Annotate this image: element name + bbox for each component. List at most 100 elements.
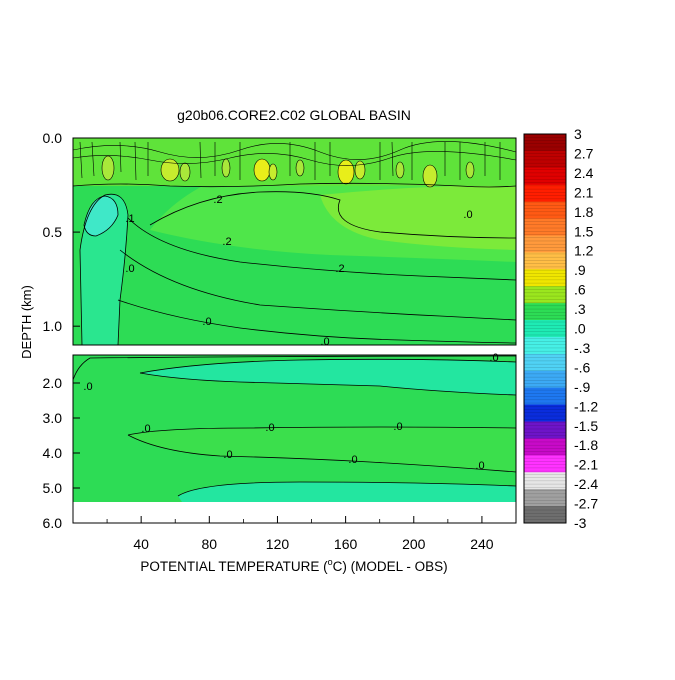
- colorbar-swatch: [524, 252, 566, 270]
- colorbar-label: .6: [574, 282, 586, 298]
- contour-label: .0: [223, 449, 232, 461]
- contour-label: .0: [202, 316, 211, 328]
- contour-label: .0: [125, 263, 134, 275]
- colorbar-swatch: [524, 421, 566, 439]
- contour-label: .0: [393, 421, 402, 433]
- contour-label: .1: [125, 213, 134, 225]
- colorbar-swatch: [524, 201, 566, 220]
- colorbar-label: 1.8: [574, 204, 594, 220]
- bottom-panel: [73, 355, 516, 523]
- colorbar-label: -.9: [574, 379, 591, 395]
- top-panel-frame: [72, 137, 517, 346]
- colorbar-label: -2.1: [574, 457, 598, 473]
- bottom-panel-frame: [72, 354, 517, 524]
- colorbar-label: -3: [574, 515, 587, 531]
- colorbar-label: -2.7: [574, 496, 598, 512]
- colorbar-label: 2.1: [574, 184, 594, 200]
- colorbar-label: -1.2: [574, 398, 598, 414]
- y-tick-label: 2.0: [43, 375, 63, 391]
- surface-noise-lines: [73, 141, 516, 181]
- x-tick-label: 160: [334, 536, 358, 552]
- y-tick-label: 0.0: [43, 130, 63, 146]
- colorbar-label: 2.4: [574, 165, 594, 181]
- y-axis-label: DEPTH (km): [19, 285, 34, 359]
- colorbar-label: -.3: [574, 340, 591, 356]
- surface-noise-ellipses: [101, 155, 475, 188]
- colorbar-swatch: [524, 269, 566, 287]
- colorbar-label: -.6: [574, 359, 591, 375]
- x-tick-label: 200: [402, 536, 426, 552]
- colorbar-label: 3: [574, 126, 582, 142]
- top-cold-core: [84, 196, 118, 236]
- top-contour-lines: [73, 182, 516, 345]
- colorbar-swatch: [524, 404, 566, 423]
- colorbar-swatch: [524, 353, 566, 372]
- colorbar-label: -2.4: [574, 476, 598, 492]
- colorbar-swatch: [524, 150, 566, 169]
- top-surface-layer: [73, 138, 516, 186]
- top-panel: [73, 138, 516, 345]
- contour-labels: .2 .2 .2 .0 .0 .1 .0 .0 .0 .0 .0 .0 .0 .0 .0 .0: [83, 194, 498, 472]
- y-tick-label: 0.5: [43, 224, 63, 240]
- y-tick-label: 6.0: [43, 515, 63, 531]
- colorbar: 3 2.7 2.4 2.1 1.8 1.5 1.2 .9 .6 .3 .0 -.3 -.6 -.9 -1.2…: [523, 126, 598, 531]
- y-tick-label: 3.0: [43, 410, 63, 426]
- colorbar-label: 2.7: [574, 145, 594, 161]
- colorbar-swatch: [524, 184, 566, 203]
- colorbar-swatch: [524, 438, 566, 456]
- contour-label: .0: [463, 209, 472, 221]
- y-axis: 0.0 0.5 1.0 2.0 3.0 4.0 5.0 6.0: [43, 130, 80, 531]
- y-tick-label: 4.0: [43, 445, 63, 461]
- x-axis-label-end: C) (MODEL - OBS): [333, 559, 448, 574]
- colorbar-swatch: [524, 218, 566, 236]
- bottom-panel-no-data: [73, 502, 516, 523]
- colorbar-swatch: [524, 387, 566, 406]
- contour-label: .0: [475, 460, 484, 472]
- colorbar-swatch: [524, 472, 566, 490]
- bottom-cold-deep: [178, 482, 516, 502]
- colorbar-swatch: [524, 320, 566, 338]
- contour-label: .0: [265, 422, 274, 434]
- y-tick-label: 5.0: [43, 480, 63, 496]
- contour-label: .2: [213, 194, 222, 206]
- colorbar-swatch: [524, 336, 566, 355]
- colorbar-frame: [523, 133, 567, 524]
- chart-title: g20b06.CORE2.C02 GLOBAL BASIN: [177, 107, 411, 123]
- bottom-cold-upper: [140, 359, 516, 395]
- x-axis: 40 80 120 160 200 240: [106, 516, 494, 552]
- colorbar-swatch: [524, 286, 566, 304]
- colorbar-label: 1.5: [574, 223, 594, 239]
- colorbar-swatch: [524, 167, 566, 186]
- x-axis-label: POTENTIAL TEMPERATURE (oC) (MODEL - OBS): [140, 557, 447, 574]
- x-tick-label: 80: [202, 536, 218, 552]
- colorbar-swatch: [524, 235, 566, 253]
- top-warm-core: [320, 185, 516, 250]
- contour-label: .0: [141, 423, 150, 435]
- colorbar-swatch: [524, 506, 566, 524]
- colorbar-swatch: [524, 489, 566, 507]
- contour-label: .0: [489, 352, 498, 364]
- colorbar-swatch: [524, 370, 566, 389]
- contour-label: .0: [348, 454, 357, 466]
- colorbar-swatch: [524, 134, 566, 152]
- x-tick-label: 240: [470, 536, 494, 552]
- bottom-warm-mid: [128, 427, 516, 472]
- x-tick-label: 40: [133, 536, 149, 552]
- colorbar-label: .0: [574, 321, 586, 337]
- colorbar-label: -1.5: [574, 418, 598, 434]
- contour-label: .2: [335, 263, 344, 275]
- colorbar-swatch: [524, 303, 566, 321]
- colorbar-swatch: [524, 455, 566, 473]
- bottom-contour-lines: [73, 355, 516, 497]
- contour-label: .2: [222, 236, 231, 248]
- x-axis-label-degree: o: [328, 557, 333, 567]
- contour-label: .0: [320, 336, 329, 348]
- contour-label: .0: [83, 381, 92, 393]
- colorbar-label: 1.2: [574, 243, 594, 259]
- x-tick-label: 120: [266, 536, 290, 552]
- colorbar-label: -1.8: [574, 437, 598, 453]
- x-axis-label-start: POTENTIAL TEMPERATURE (: [140, 559, 328, 574]
- y-tick-label: 1.0: [43, 318, 63, 334]
- colorbar-label: .9: [574, 262, 586, 278]
